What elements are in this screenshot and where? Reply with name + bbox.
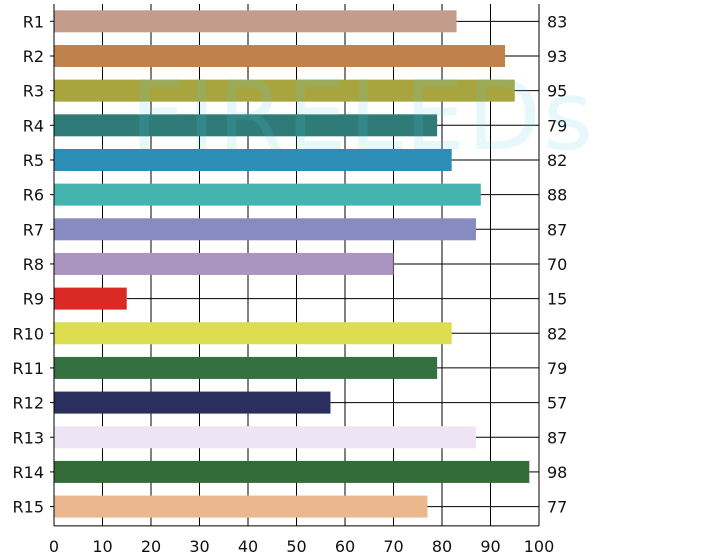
- x-tick-label-70: 70: [383, 537, 403, 556]
- bar-R2: [54, 44, 506, 67]
- bar-R15: [54, 495, 428, 518]
- x-tick-label-50: 50: [286, 537, 306, 556]
- bars: [54, 10, 530, 518]
- category-label-R1: R1: [23, 12, 44, 31]
- value-label-R3: 95: [547, 82, 567, 101]
- value-label-R10: 82: [547, 324, 567, 343]
- value-label-R8: 70: [547, 255, 567, 274]
- category-labels: R1 R2 R3 R4 R5 R6 R7 R8 R9 R10 R11 R12 R13 R14 R15: [13, 12, 44, 516]
- value-label-R11: 79: [547, 359, 567, 378]
- category-label-R15: R15: [13, 498, 44, 517]
- axes: [50, 4, 540, 527]
- category-label-R6: R6: [23, 186, 44, 205]
- value-label-R1: 83: [547, 12, 567, 31]
- category-label-R4: R4: [23, 116, 44, 135]
- bar-R8: [54, 252, 394, 275]
- category-label-R14: R14: [13, 463, 44, 482]
- bar-R9: [54, 287, 127, 310]
- bar-R3: [54, 79, 515, 102]
- value-label-R14: 98: [547, 463, 567, 482]
- x-tick-labels: 0 10 20 30 40 50 60 70 80 90 100: [49, 537, 554, 556]
- category-label-R10: R10: [13, 324, 44, 343]
- bar-R13: [54, 426, 476, 449]
- category-label-R2: R2: [23, 47, 44, 66]
- x-tick-label-0: 0: [49, 537, 59, 556]
- bar-R7: [54, 218, 476, 241]
- category-label-R11: R11: [13, 359, 44, 378]
- bar-R12: [54, 391, 331, 414]
- x-tick-label-100: 100: [524, 537, 555, 556]
- x-tick-label-30: 30: [189, 537, 209, 556]
- value-labels: 83 93 95 79 82 88 87 70 15 82 79 57 87 98 77: [547, 12, 567, 516]
- x-tick-label-20: 20: [141, 537, 161, 556]
- x-tick-label-40: 40: [238, 537, 258, 556]
- category-label-R13: R13: [13, 428, 44, 447]
- x-tick-label-80: 80: [432, 537, 452, 556]
- bar-R4: [54, 114, 438, 137]
- bar-R1: [54, 10, 457, 33]
- category-label-R8: R8: [23, 255, 44, 274]
- bar-R14: [54, 460, 530, 483]
- bar-R11: [54, 356, 438, 379]
- x-tick-label-60: 60: [335, 537, 355, 556]
- value-label-R13: 87: [547, 428, 567, 447]
- category-label-R12: R12: [13, 394, 44, 413]
- category-label-R3: R3: [23, 82, 44, 101]
- value-label-R4: 79: [547, 116, 567, 135]
- x-tick-label-10: 10: [92, 537, 112, 556]
- bar-R6: [54, 183, 481, 206]
- value-label-R2: 93: [547, 47, 567, 66]
- value-label-R9: 15: [547, 290, 567, 309]
- value-label-R15: 77: [547, 498, 567, 517]
- bar-R10: [54, 322, 452, 345]
- category-label-R5: R5: [23, 151, 44, 170]
- value-label-R5: 82: [547, 151, 567, 170]
- bar-R5: [54, 148, 452, 171]
- category-label-R9: R9: [23, 290, 44, 309]
- category-label-R7: R7: [23, 220, 44, 239]
- x-tick-label-90: 90: [480, 537, 500, 556]
- value-label-R7: 87: [547, 220, 567, 239]
- value-label-R6: 88: [547, 186, 567, 205]
- value-label-R12: 57: [547, 394, 567, 413]
- value-leader-lines: [126, 20, 539, 508]
